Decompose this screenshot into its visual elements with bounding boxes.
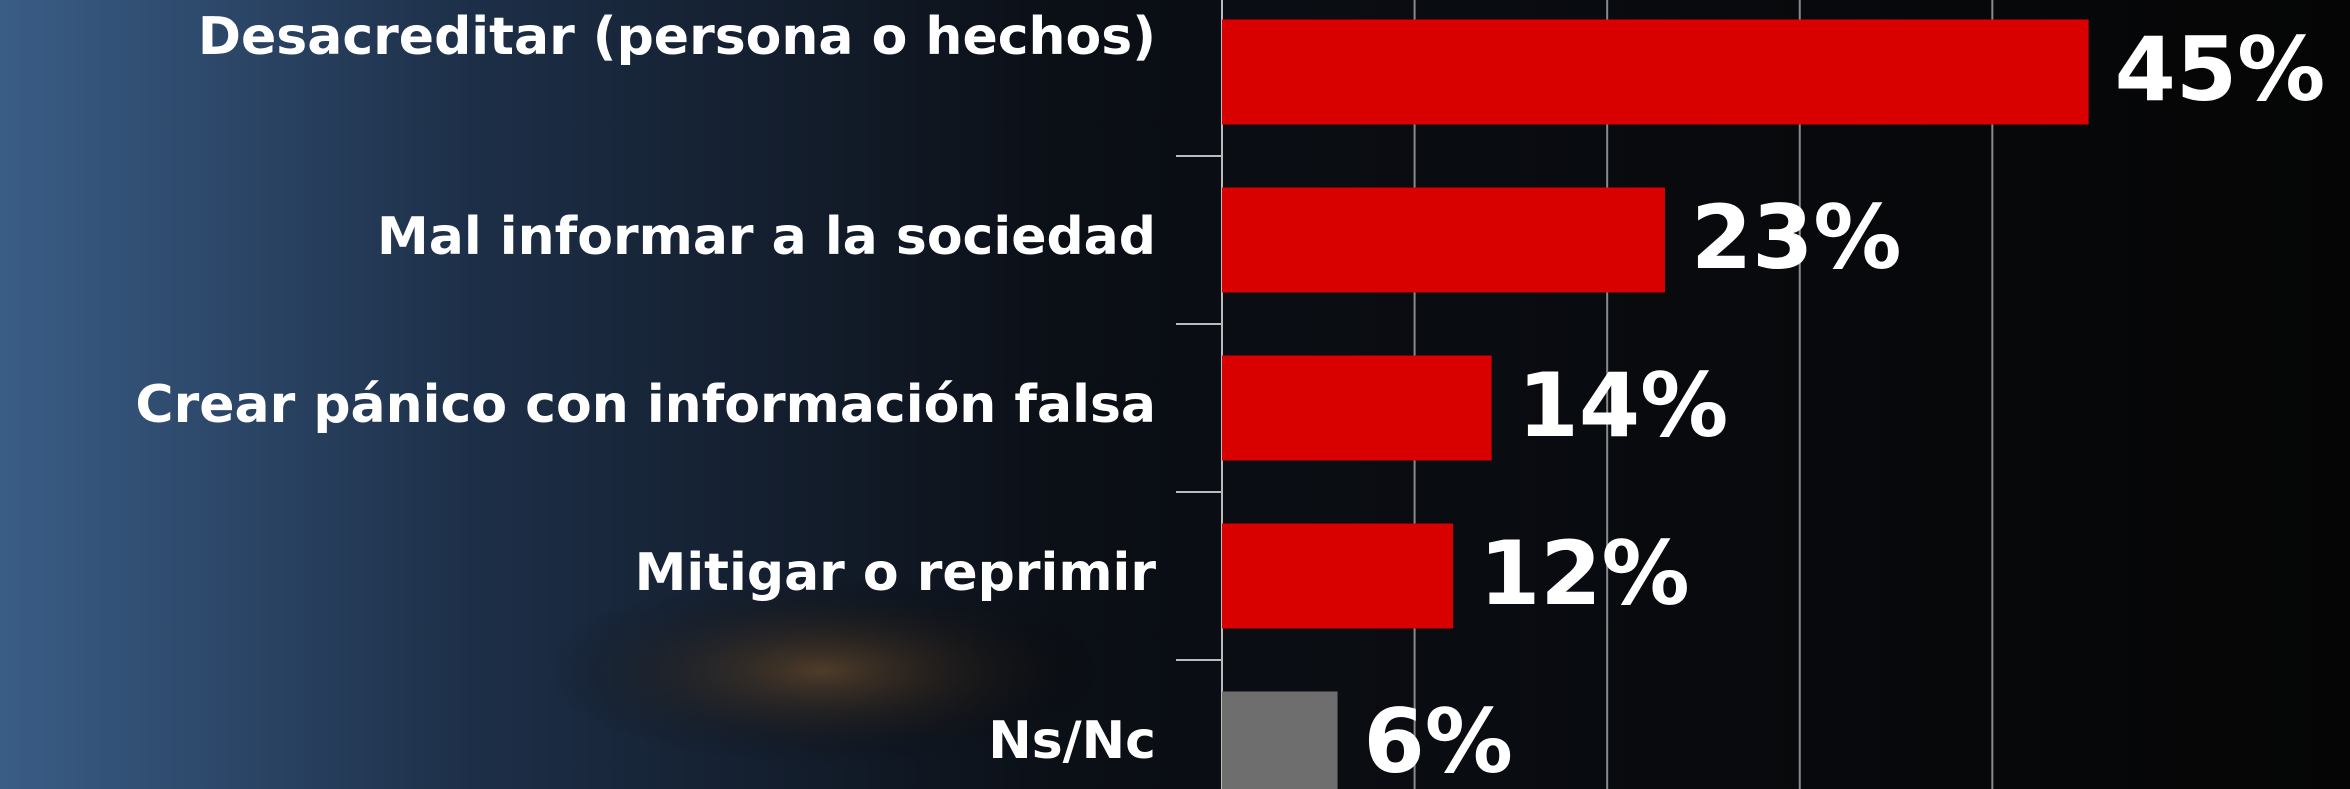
value-label: 12%	[1479, 522, 1690, 625]
category-label: Desacreditar (persona o hechos)	[198, 7, 1156, 67]
bar	[1222, 356, 1492, 461]
bar	[1222, 20, 2089, 125]
value-label: 14%	[1518, 354, 1729, 457]
category-label: Crear pánico con información falsa	[135, 375, 1156, 435]
bar	[1222, 188, 1665, 293]
page: Desacreditar (persona o hechos) 45% Mal in…	[0, 0, 2350, 789]
bar	[1222, 692, 1338, 789]
category-label: Mitigar o reprimir	[635, 543, 1157, 603]
value-label: 23%	[1691, 186, 1902, 289]
chart: Desacreditar (persona o hechos) 45% Mal in…	[0, 0, 2350, 789]
category-label: Ns/Nc	[988, 711, 1156, 771]
category-label: Mal informar a la sociedad	[377, 207, 1156, 267]
value-label: 6%	[1364, 690, 1513, 789]
value-label: 45%	[2115, 18, 2326, 121]
bar	[1222, 524, 1453, 629]
